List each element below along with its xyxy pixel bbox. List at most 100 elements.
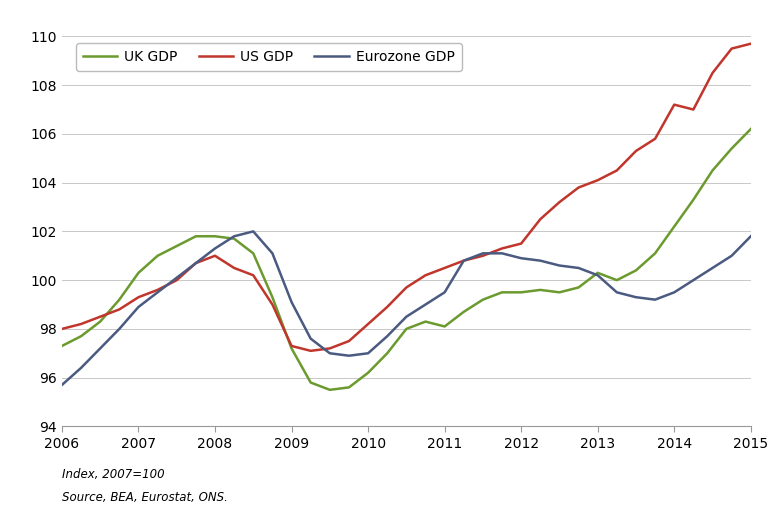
- UK GDP: [268, 294, 277, 301]
- US GDP: [211, 253, 220, 259]
- UK GDP: [632, 267, 641, 274]
- Eurozone GDP: [632, 294, 641, 301]
- UK GDP: [115, 296, 124, 303]
- Eurozone GDP: [459, 257, 468, 264]
- UK GDP: [650, 250, 659, 256]
- US GDP: [689, 107, 698, 113]
- UK GDP: [459, 309, 468, 315]
- UK GDP: [612, 277, 622, 283]
- US GDP: [459, 257, 468, 264]
- UK GDP: [153, 253, 163, 259]
- UK GDP: [364, 370, 373, 376]
- UK GDP: [344, 384, 354, 391]
- UK GDP: [402, 326, 411, 332]
- UK GDP: [746, 126, 755, 132]
- US GDP: [650, 136, 659, 142]
- US GDP: [344, 338, 354, 344]
- UK GDP: [134, 270, 143, 276]
- US GDP: [746, 41, 755, 47]
- UK GDP: [77, 333, 86, 340]
- US GDP: [612, 167, 622, 174]
- Eurozone GDP: [708, 265, 717, 271]
- UK GDP: [172, 243, 181, 249]
- UK GDP: [382, 350, 392, 356]
- Eurozone GDP: [555, 263, 564, 269]
- UK GDP: [306, 380, 315, 386]
- US GDP: [574, 185, 584, 191]
- US GDP: [440, 265, 449, 271]
- Eurozone GDP: [746, 233, 755, 239]
- Eurozone GDP: [211, 245, 220, 252]
- Text: Source, BEA, Eurostat, ONS.: Source, BEA, Eurostat, ONS.: [62, 491, 228, 504]
- Eurozone GDP: [57, 382, 67, 388]
- US GDP: [402, 284, 411, 291]
- Eurozone GDP: [77, 365, 86, 371]
- Eurozone GDP: [306, 335, 315, 342]
- US GDP: [268, 302, 277, 308]
- Eurozone GDP: [689, 277, 698, 283]
- UK GDP: [191, 233, 200, 239]
- Eurozone GDP: [382, 333, 392, 340]
- Eurozone GDP: [191, 260, 200, 266]
- UK GDP: [555, 289, 564, 295]
- UK GDP: [95, 318, 104, 324]
- Line: UK GDP: UK GDP: [62, 129, 751, 390]
- US GDP: [670, 101, 679, 108]
- UK GDP: [498, 289, 507, 295]
- US GDP: [727, 45, 736, 51]
- Eurozone GDP: [268, 250, 277, 256]
- Eurozone GDP: [612, 289, 622, 295]
- UK GDP: [574, 284, 584, 291]
- UK GDP: [421, 318, 430, 324]
- UK GDP: [689, 197, 698, 203]
- US GDP: [364, 321, 373, 327]
- Eurozone GDP: [516, 255, 526, 262]
- Legend: UK GDP, US GDP, Eurozone GDP: UK GDP, US GDP, Eurozone GDP: [76, 43, 461, 71]
- Eurozone GDP: [593, 272, 602, 278]
- UK GDP: [727, 146, 736, 152]
- US GDP: [498, 245, 507, 252]
- UK GDP: [211, 233, 220, 239]
- Eurozone GDP: [95, 345, 104, 352]
- US GDP: [153, 287, 163, 293]
- Eurozone GDP: [727, 253, 736, 259]
- UK GDP: [230, 236, 239, 242]
- US GDP: [230, 265, 239, 271]
- US GDP: [382, 304, 392, 310]
- Eurozone GDP: [440, 289, 449, 295]
- UK GDP: [248, 250, 258, 256]
- Eurozone GDP: [153, 289, 163, 295]
- Line: US GDP: US GDP: [62, 44, 751, 351]
- Eurozone GDP: [230, 233, 239, 239]
- Eurozone GDP: [364, 350, 373, 356]
- US GDP: [421, 272, 430, 278]
- US GDP: [516, 240, 526, 246]
- US GDP: [134, 294, 143, 301]
- UK GDP: [593, 270, 602, 276]
- US GDP: [478, 253, 488, 259]
- Eurozone GDP: [402, 314, 411, 320]
- Eurozone GDP: [344, 353, 354, 359]
- US GDP: [325, 345, 334, 352]
- UK GDP: [287, 345, 296, 352]
- UK GDP: [670, 224, 679, 230]
- UK GDP: [708, 167, 717, 174]
- UK GDP: [478, 296, 488, 303]
- Eurozone GDP: [421, 302, 430, 308]
- UK GDP: [516, 289, 526, 295]
- US GDP: [536, 216, 545, 223]
- US GDP: [555, 199, 564, 205]
- US GDP: [708, 70, 717, 76]
- Eurozone GDP: [670, 289, 679, 295]
- Eurozone GDP: [134, 304, 143, 310]
- US GDP: [306, 348, 315, 354]
- Eurozone GDP: [248, 228, 258, 235]
- US GDP: [287, 343, 296, 349]
- Eurozone GDP: [172, 275, 181, 281]
- US GDP: [77, 321, 86, 327]
- Eurozone GDP: [650, 296, 659, 303]
- Eurozone GDP: [574, 265, 584, 271]
- US GDP: [191, 260, 200, 266]
- Eurozone GDP: [536, 257, 545, 264]
- US GDP: [115, 306, 124, 313]
